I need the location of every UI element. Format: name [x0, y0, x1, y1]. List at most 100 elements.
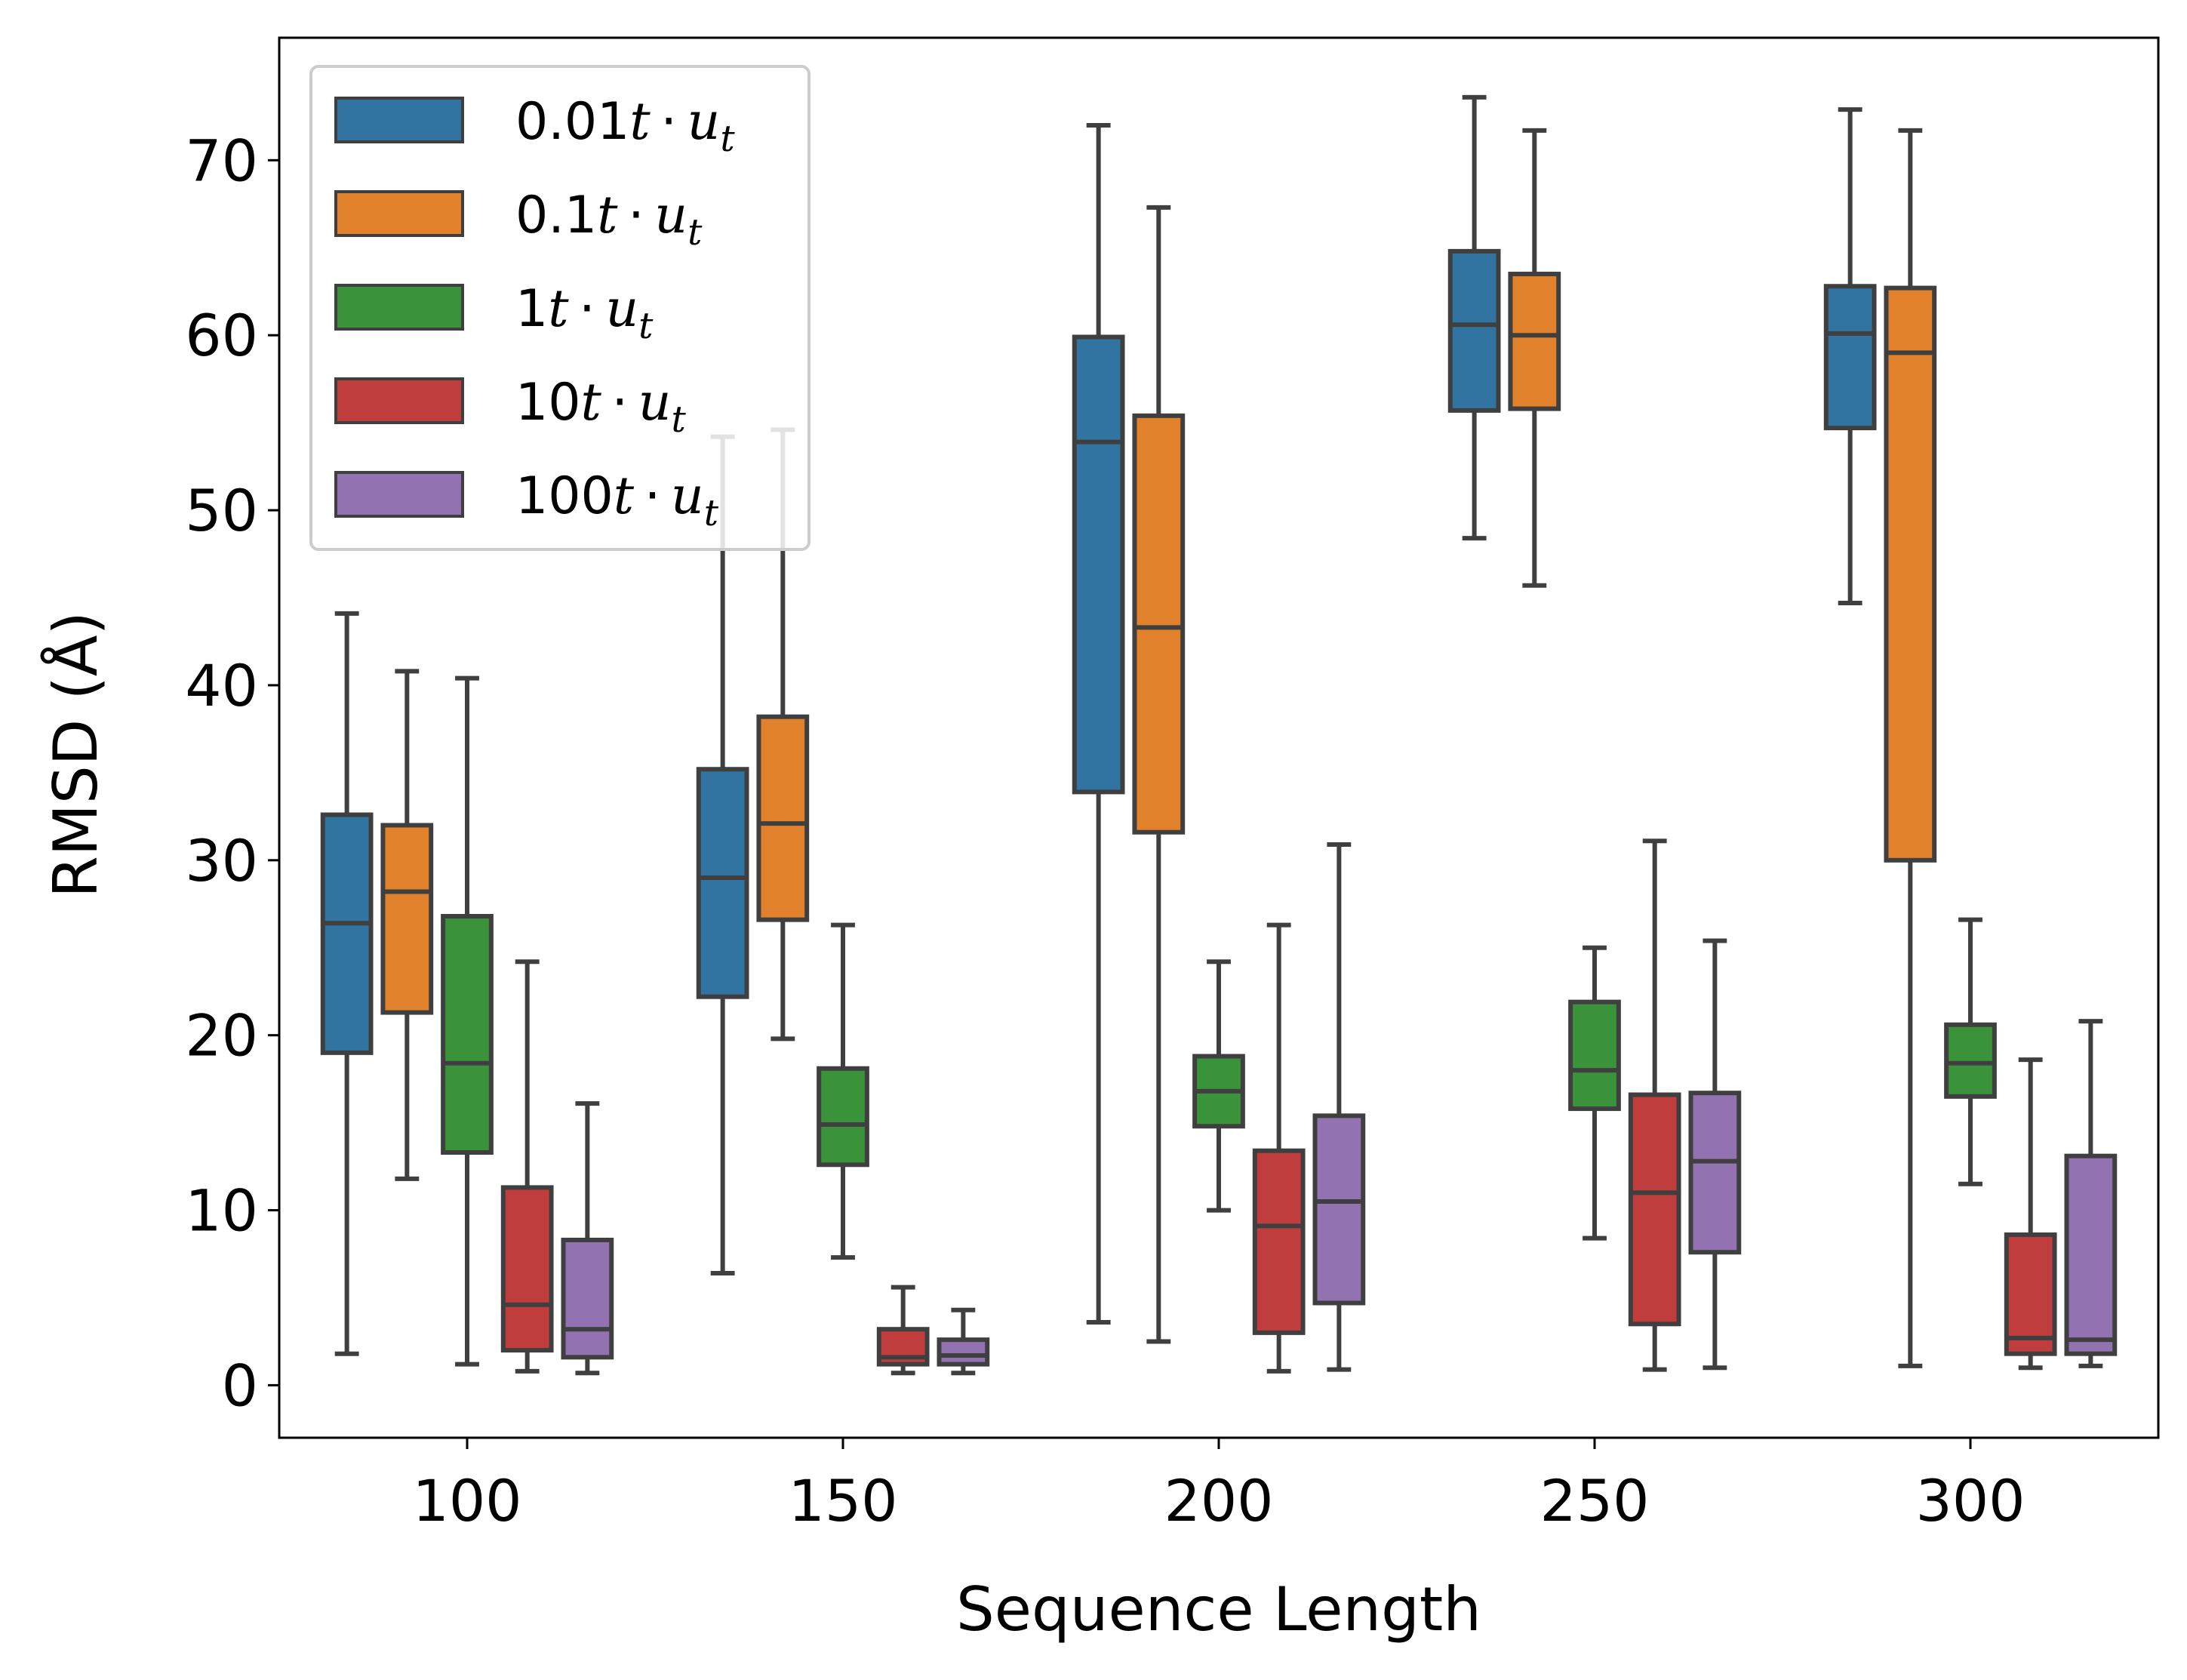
- legend-label-subscript: t: [704, 492, 719, 534]
- box-group: [1072, 122, 1125, 1325]
- box-iqr: [937, 1337, 990, 1367]
- box-group: [500, 959, 554, 1374]
- x-tick-label: 200: [1164, 1467, 1273, 1534]
- box-iqr: [817, 1066, 869, 1168]
- box-iqr: [1628, 1092, 1681, 1327]
- box-iqr: [1508, 272, 1561, 411]
- legend-label-part: t: [597, 186, 618, 245]
- box-iqr: [2004, 1232, 2057, 1356]
- legend-label: 1t · ut: [515, 279, 654, 347]
- box-group: [441, 675, 494, 1367]
- legend-label-part: ·: [617, 186, 654, 245]
- box-iqr: [696, 767, 749, 999]
- box-iqr: [1823, 284, 1877, 431]
- box-group: [1944, 917, 1997, 1186]
- legend-swatch: [334, 284, 464, 331]
- legend-swatch: [334, 97, 464, 143]
- box-group: [1132, 205, 1186, 1344]
- legend-label-part: u: [638, 373, 672, 432]
- box-iqr: [441, 914, 494, 1155]
- box-iqr: [380, 823, 434, 1015]
- box-iqr: [1944, 1022, 1997, 1099]
- legend-label-part: u: [687, 92, 721, 152]
- box-iqr: [561, 1237, 614, 1360]
- box-group: [1884, 128, 1937, 1368]
- legend-item: 1t · ut: [334, 279, 654, 347]
- box-iqr: [756, 714, 810, 922]
- box-group: [1312, 842, 1366, 1372]
- legend-label-part: ·: [569, 279, 606, 339]
- legend-label-part: 10: [515, 373, 581, 432]
- box-group: [380, 669, 434, 1181]
- legend-label: 10t · ut: [515, 373, 686, 441]
- x-axis: 100 150 200 250 300: [412, 1438, 2026, 1534]
- legend-label-part: 1: [515, 279, 548, 339]
- legend-label-subscript: t: [638, 305, 654, 347]
- legend-label-part: u: [654, 186, 687, 245]
- box-group: [1688, 938, 1742, 1371]
- legend-item: 100t · ut: [334, 466, 719, 534]
- box-iqr: [1884, 285, 1937, 863]
- legend-label-part: 0.01: [515, 92, 629, 152]
- legend-label-part: t: [548, 279, 569, 339]
- box-group: [817, 922, 869, 1260]
- legend-label: 0.1t · ut: [515, 186, 703, 254]
- legend-label-part: t: [614, 466, 635, 526]
- box-group: [2064, 1019, 2118, 1368]
- y-tick-label: 20: [185, 1002, 258, 1069]
- legend-item: 0.1t · ut: [334, 186, 703, 254]
- y-tick-label: 50: [185, 477, 258, 544]
- box-iqr: [1688, 1091, 1742, 1255]
- box-plot-area: [320, 94, 2118, 1376]
- box-iqr: [1132, 413, 1186, 835]
- y-tick-label: 10: [185, 1177, 258, 1245]
- legend-label-subscript: t: [720, 118, 735, 160]
- legend-label-part: t: [581, 373, 602, 432]
- legend-label-part: t: [629, 92, 651, 152]
- legend-frame: [309, 65, 811, 551]
- box-group: [1447, 94, 1501, 541]
- y-tick-label: 70: [185, 127, 258, 194]
- box-iqr: [1072, 334, 1125, 795]
- legend-label-part: u: [605, 279, 638, 339]
- legend-label-part: ·: [634, 466, 671, 526]
- y-axis: 0 10 20 30 40 50 60 70: [185, 127, 279, 1419]
- box-iqr: [500, 1185, 554, 1353]
- legend-label-subscript: t: [671, 398, 686, 441]
- box-iqr: [320, 812, 374, 1055]
- y-tick-label: 0: [222, 1352, 258, 1419]
- box-group: [1192, 959, 1245, 1213]
- legend-label-part: u: [671, 466, 704, 526]
- x-axis-title: Sequence Length: [956, 1574, 1481, 1645]
- legend-label: 0.01t · ut: [515, 92, 735, 160]
- legend-label: 100t · ut: [515, 466, 719, 534]
- legend-swatch: [334, 190, 464, 237]
- legend-item: 10t · ut: [334, 373, 686, 441]
- box-group: [2004, 1057, 2057, 1371]
- y-tick-label: 40: [185, 652, 258, 719]
- legend-label-part: 0.1: [515, 186, 597, 245]
- box-iqr: [2064, 1153, 2118, 1356]
- box-iqr: [1568, 999, 1621, 1112]
- y-tick-label: 30: [185, 827, 258, 894]
- x-tick-label: 250: [1540, 1467, 1649, 1534]
- legend-swatch: [334, 471, 464, 518]
- legend-item: 0.01t · ut: [334, 92, 735, 160]
- box-group: [876, 1285, 930, 1376]
- x-tick-label: 300: [1915, 1467, 2025, 1534]
- legend-swatch: [334, 377, 464, 424]
- box-iqr: [1312, 1113, 1366, 1306]
- box-group: [1252, 922, 1306, 1374]
- legend-label-part: 100: [515, 466, 614, 526]
- legend-label-subscript: t: [687, 211, 703, 254]
- box-group: [1823, 107, 1877, 605]
- box-group: [1628, 838, 1681, 1372]
- x-tick-label: 150: [788, 1467, 897, 1534]
- y-axis-title: RMSD (Å): [40, 611, 111, 898]
- box-group: [561, 1101, 614, 1376]
- legend-label-part: ·: [601, 373, 638, 432]
- y-tick-label: 60: [185, 302, 258, 369]
- box-group: [320, 611, 374, 1356]
